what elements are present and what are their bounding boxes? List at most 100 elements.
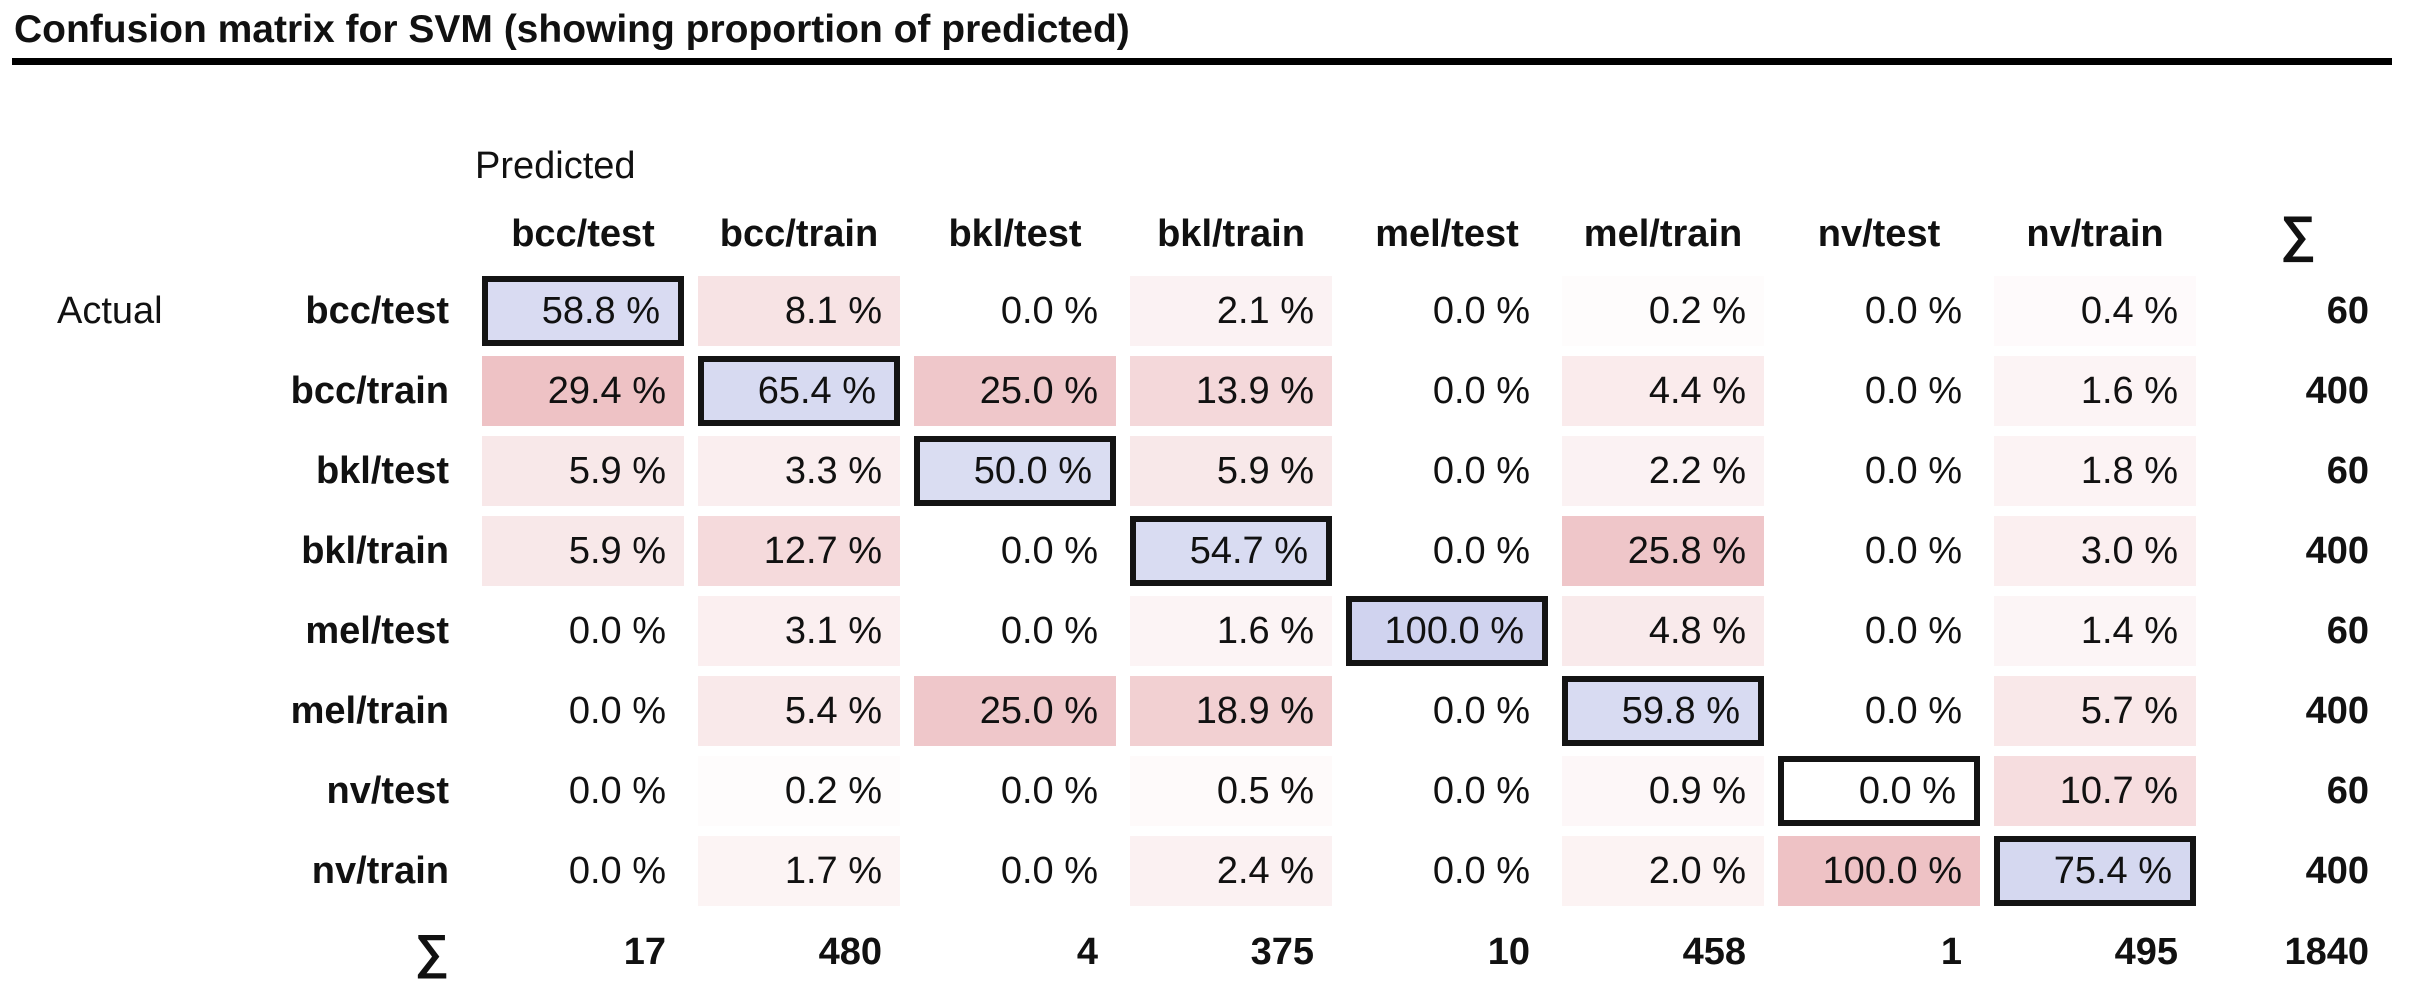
matrix-cell: 1.6 %: [1987, 351, 2203, 431]
cell-value: 8.1 %: [784, 289, 882, 332]
cell-tint: 8.1 %: [698, 276, 900, 346]
matrix-cell: 100.0 %: [1339, 591, 1555, 671]
cell-value: 3.0 %: [2080, 529, 2178, 572]
matrix-cell: 0.0 %: [907, 831, 1123, 911]
cell-value: 12.7 %: [763, 529, 882, 572]
cell-tint: 0.0 %: [1778, 516, 1980, 586]
cell-tint: 1.6 %: [1130, 596, 1332, 666]
diagonal-cell-tint: 75.4 %: [1994, 836, 2196, 906]
grand-total: 1840: [2284, 930, 2369, 973]
col-sum: 17: [623, 930, 666, 973]
matrix-cell: 25.8 %: [1555, 511, 1771, 591]
row-sum: 60: [2326, 289, 2369, 332]
predicted-axis-label: Predicted: [475, 144, 636, 187]
cell-tint: 0.0 %: [914, 596, 1116, 666]
row-header: nv/test: [326, 769, 449, 812]
matrix-cell: 0.0 %: [1771, 751, 1987, 831]
matrix-cell: 0.4 %: [1987, 271, 2203, 351]
cell-value: 0.4 %: [2080, 289, 2178, 332]
cell-tint: 25.0 %: [914, 676, 1116, 746]
matrix-cell: 5.4 %: [691, 671, 907, 751]
col-sum: 10: [1487, 930, 1530, 973]
cell-tint: 29.4 %: [482, 356, 684, 426]
matrix-cell: 3.3 %: [691, 431, 907, 511]
cell-tint: 0.0 %: [1346, 356, 1548, 426]
matrix-cell: 0.0 %: [907, 271, 1123, 351]
cell-tint: 2.4 %: [1130, 836, 1332, 906]
cell-tint: 0.0 %: [482, 596, 684, 666]
diagonal-cell-tint: 59.8 %: [1562, 676, 1764, 746]
matrix-cell: 5.7 %: [1987, 671, 2203, 751]
cell-tint: 1.4 %: [1994, 596, 2196, 666]
cell-tint: 0.0 %: [1778, 276, 1980, 346]
matrix-cell: 50.0 %: [907, 431, 1123, 511]
cell-tint: 0.0 %: [1346, 516, 1548, 586]
cell-value: 0.0 %: [1432, 529, 1530, 572]
col-sum: 480: [818, 930, 882, 973]
cell-value: 0.0 %: [1864, 529, 1962, 572]
col-header: bkl/test: [948, 212, 1082, 255]
cell-tint: 2.1 %: [1130, 276, 1332, 346]
matrix-cell: 5.9 %: [475, 431, 691, 511]
row-header: bkl/train: [301, 529, 449, 572]
matrix-cell: 8.1 %: [691, 271, 907, 351]
cell-value: 0.0 %: [568, 689, 666, 732]
cell-value: 0.0 %: [1432, 769, 1530, 812]
matrix-cell: 29.4 %: [475, 351, 691, 431]
cell-tint: 18.9 %: [1130, 676, 1332, 746]
col-sum: 458: [1682, 930, 1746, 973]
cell-value: 1.7 %: [784, 849, 882, 892]
cell-value: 25.0 %: [979, 689, 1098, 732]
cell-value: 0.0 %: [1000, 289, 1098, 332]
cell-tint: 1.7 %: [698, 836, 900, 906]
matrix-cell: 0.0 %: [907, 751, 1123, 831]
matrix-cell: 0.2 %: [691, 751, 907, 831]
col-sum: 4: [1076, 930, 1098, 973]
cell-tint: 0.0 %: [1346, 436, 1548, 506]
cell-value: 25.0 %: [979, 369, 1098, 412]
matrix-cell: 0.0 %: [1339, 351, 1555, 431]
diagonal-cell-tint: 58.8 %: [482, 276, 684, 346]
matrix-cell: 0.9 %: [1555, 751, 1771, 831]
cell-value: 0.0 %: [1864, 289, 1962, 332]
title-underline: [12, 58, 2392, 65]
cell-value: 0.0 %: [1000, 609, 1098, 652]
col-header: bkl/train: [1157, 212, 1305, 255]
col-sum: 375: [1250, 930, 1314, 973]
matrix-cell: 0.2 %: [1555, 271, 1771, 351]
cell-value: 100.0 %: [1822, 849, 1962, 892]
matrix-cell: 0.0 %: [1771, 431, 1987, 511]
matrix-cell: 2.1 %: [1123, 271, 1339, 351]
cell-value: 0.0 %: [1864, 369, 1962, 412]
cell-value: 59.8 %: [1621, 689, 1740, 732]
row-sum: 400: [2305, 849, 2369, 892]
cell-tint: 0.0 %: [482, 836, 684, 906]
cell-tint: 0.0 %: [914, 516, 1116, 586]
col-sum: 495: [2114, 930, 2178, 973]
matrix-cell: 75.4 %: [1987, 831, 2203, 911]
matrix-cell: 3.0 %: [1987, 511, 2203, 591]
cell-value: 0.0 %: [1864, 689, 1962, 732]
matrix-cell: 25.0 %: [907, 671, 1123, 751]
row-sum: 60: [2326, 609, 2369, 652]
cell-tint: 25.0 %: [914, 356, 1116, 426]
matrix-cell: 0.0 %: [1339, 511, 1555, 591]
cell-tint: 2.0 %: [1562, 836, 1764, 906]
cell-value: 2.1 %: [1216, 289, 1314, 332]
matrix-cell: 0.0 %: [1339, 671, 1555, 751]
cell-value: 29.4 %: [547, 369, 666, 412]
matrix-cell: 1.6 %: [1123, 591, 1339, 671]
cell-value: 0.0 %: [1000, 529, 1098, 572]
cell-tint: 4.4 %: [1562, 356, 1764, 426]
cell-value: 0.2 %: [784, 769, 882, 812]
cell-value: 2.4 %: [1216, 849, 1314, 892]
cell-value: 0.0 %: [1432, 849, 1530, 892]
diagonal-cell-tint: 100.0 %: [1346, 596, 1548, 666]
matrix-cell: 5.9 %: [475, 511, 691, 591]
cell-value: 1.8 %: [2080, 449, 2178, 492]
cell-tint: 0.0 %: [482, 756, 684, 826]
cell-tint: 0.0 %: [1778, 596, 1980, 666]
matrix-cell: 13.9 %: [1123, 351, 1339, 431]
cell-value: 0.9 %: [1648, 769, 1746, 812]
matrix-cell: 25.0 %: [907, 351, 1123, 431]
